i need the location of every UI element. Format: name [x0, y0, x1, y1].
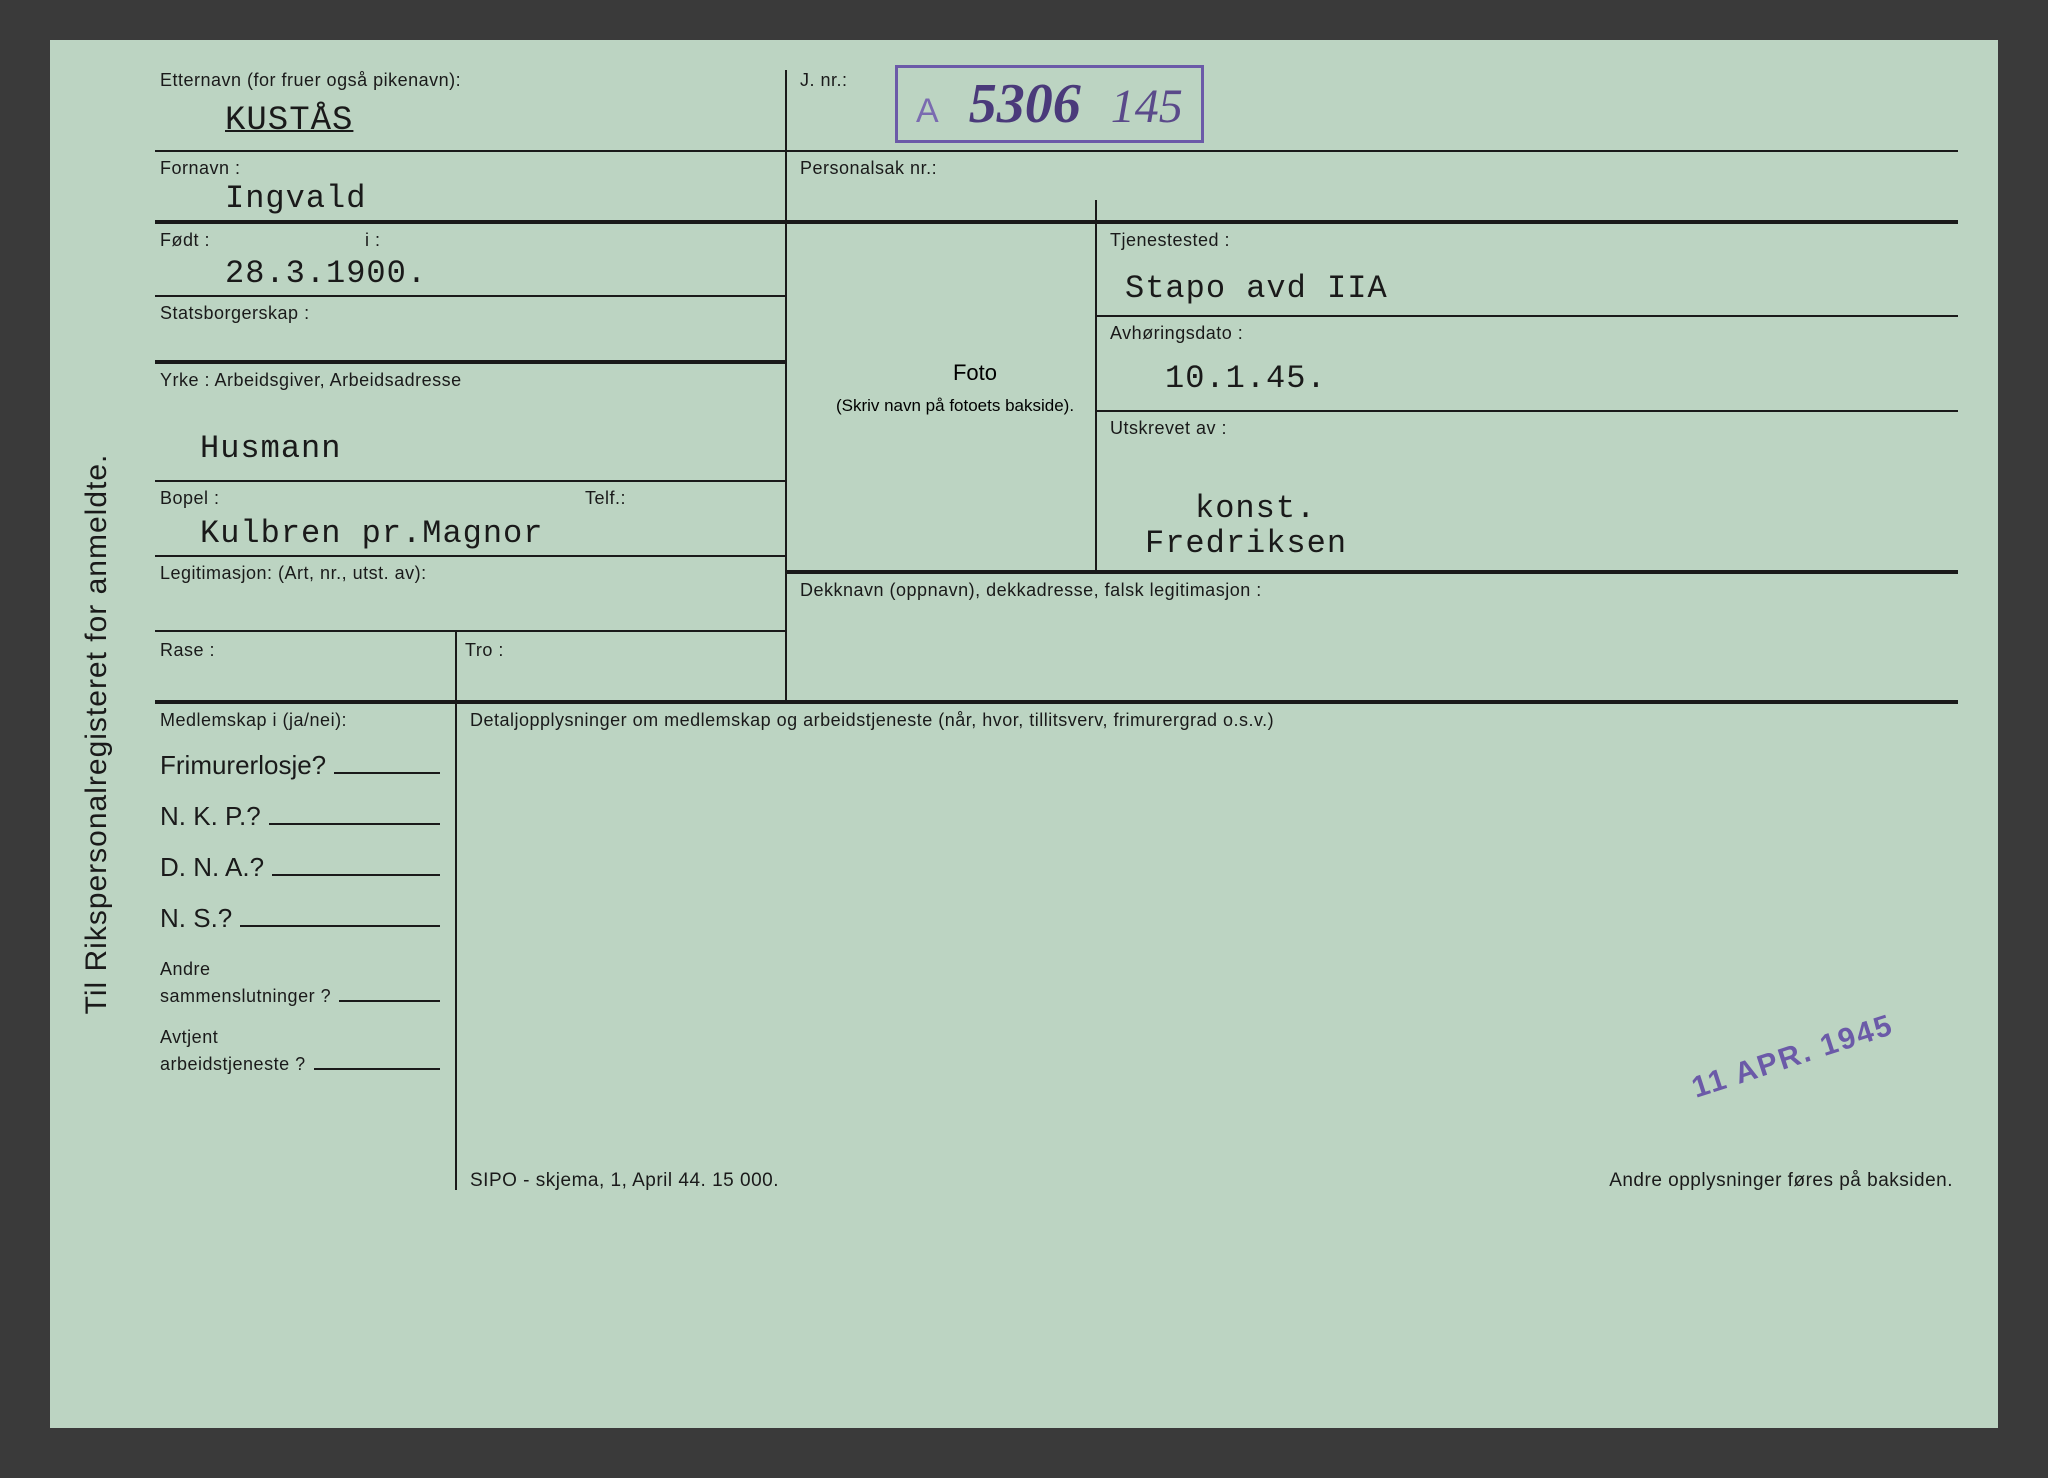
- label-detalj: Detaljopplysninger om medlemskap og arbe…: [470, 710, 1274, 731]
- value-avhoringsdato: 10.1.45.: [1165, 360, 1327, 397]
- label-etternavn: Etternavn (for fruer også pikenavn):: [160, 70, 461, 91]
- value-fornavn: Ingvald: [225, 180, 366, 217]
- value-utskrevet1: konst.: [1195, 490, 1316, 527]
- label-foto: Foto: [875, 360, 1075, 386]
- label-dna: D. N. A.?: [160, 852, 264, 883]
- row-nkp: N. K. P.?: [160, 801, 440, 832]
- label-statsborgerskap: Statsborgerskap :: [160, 303, 310, 324]
- row-ns: N. S.?: [160, 903, 440, 934]
- membership-block: Frimurerlosje? N. K. P.? D. N. A.? N. S.…: [160, 750, 440, 1085]
- stamp-box: A 5306 145: [895, 65, 1204, 143]
- label-telf: Telf.:: [585, 488, 626, 509]
- row-frimurer: Frimurerlosje?: [160, 750, 440, 781]
- label-medlemskap: Medlemskap i (ja/nei):: [160, 710, 347, 731]
- form-footer: SIPO - skjema, 1, April 44. 15 000.: [470, 1170, 779, 1192]
- form-area: Etternavn (for fruer også pikenavn): KUS…: [155, 70, 1958, 1398]
- label-dekknavn: Dekknavn (oppnavn), dekkadresse, falsk l…: [800, 580, 1262, 601]
- label-rase: Rase :: [160, 640, 215, 661]
- label-utskrevet: Utskrevet av :: [1110, 418, 1227, 439]
- stamp-prefix: A: [916, 92, 939, 131]
- label-fodt-i: i :: [365, 230, 381, 251]
- label-fodt: Født :: [160, 230, 210, 251]
- label-legitimasjon: Legitimasjon: (Art, nr., utst. av):: [160, 563, 427, 584]
- label-fornavn: Fornavn :: [160, 158, 241, 179]
- value-tjenestested: Stapo avd IIA: [1125, 270, 1388, 307]
- value-utskrevet2: Fredriksen: [1145, 525, 1347, 562]
- label-andre: Andre: [160, 959, 440, 980]
- value-etternavn: KUSTÅS: [225, 102, 353, 140]
- label-nkp: N. K. P.?: [160, 801, 261, 832]
- value-fodt: 28.3.1900.: [225, 255, 427, 292]
- row-dna: D. N. A.?: [160, 852, 440, 883]
- label-bopel: Bopel :: [160, 488, 220, 509]
- label-tjenestested: Tjenestested :: [1110, 230, 1230, 251]
- label-tro: Tro :: [465, 640, 504, 661]
- label-andre-opplysninger: Andre opplysninger føres på baksiden.: [1609, 1170, 1953, 1192]
- stamp-number: 5306: [969, 72, 1081, 136]
- label-arbeidstjeneste: arbeidstjeneste ?: [160, 1054, 306, 1075]
- row-avtjent: Avtjent arbeidstjeneste ?: [160, 1027, 440, 1075]
- date-stamp: 11 APR. 1945: [1688, 1008, 1898, 1105]
- value-bopel: Kulbren pr.Magnor: [200, 515, 543, 552]
- registration-card: Til Rikspersonalregisteret for anmeldte.…: [50, 40, 1998, 1428]
- label-avhoringsdato: Avhøringsdato :: [1110, 323, 1243, 344]
- label-yrke: Yrke : Arbeidsgiver, Arbeidsadresse: [160, 370, 462, 391]
- label-foto-note: (Skriv navn på fotoets bakside).: [835, 396, 1075, 416]
- label-jnr: J. nr.:: [800, 70, 848, 91]
- label-frimurer: Frimurerlosje?: [160, 750, 326, 781]
- foto-block: Foto (Skriv navn på fotoets bakside).: [875, 360, 1075, 416]
- label-sammenslutninger: sammenslutninger ?: [160, 986, 331, 1007]
- value-yrke: Husmann: [200, 430, 341, 467]
- label-personalsak: Personalsak nr.:: [800, 158, 937, 179]
- stamp-suffix: 145: [1111, 79, 1183, 134]
- label-avtjent: Avtjent: [160, 1027, 440, 1048]
- label-ns: N. S.?: [160, 903, 232, 934]
- side-label: Til Rikspersonalregisteret for anmeldte.: [80, 454, 114, 1015]
- card-wrapper: Til Rikspersonalregisteret for anmeldte.…: [0, 0, 2048, 1478]
- row-andre: Andre sammenslutninger ?: [160, 959, 440, 1007]
